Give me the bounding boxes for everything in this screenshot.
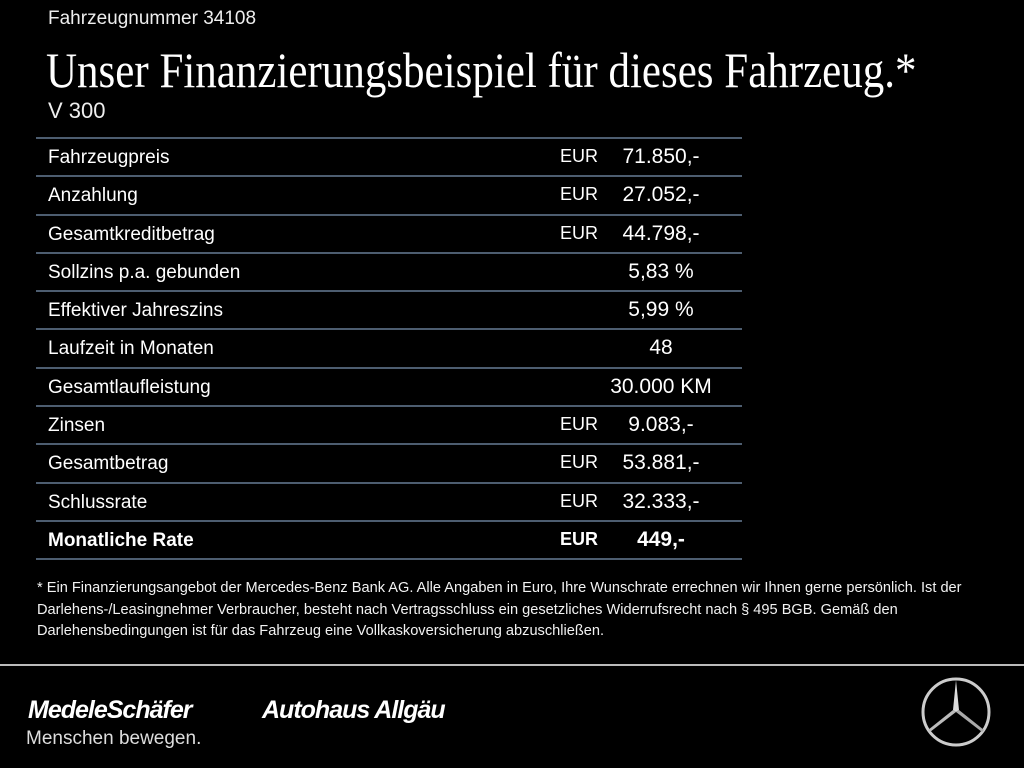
row-currency: EUR <box>560 490 599 511</box>
table-row: Effektiver Jahreszins 5,99 % <box>36 290 742 328</box>
divider <box>0 664 1024 666</box>
row-label: Gesamtkreditbetrag <box>48 223 215 245</box>
table-row: Gesamtkreditbetrag EUR 44.798,- <box>36 213 742 252</box>
row-label: Effektiver Jahreszins <box>48 300 223 322</box>
table-row: Sollzins p.a. gebunden 5,83 % <box>36 251 742 290</box>
table-row: Gesamtbetrag EUR 53.881,- <box>36 443 742 481</box>
table-row: Schlussrate EUR 32.333,- <box>36 481 742 520</box>
row-label: Laufzeit in Monaten <box>48 338 214 360</box>
row-currency: EUR <box>560 146 599 166</box>
vehicle-number: Fahrzeugnummer 34108 <box>48 8 257 29</box>
mercedes-star-icon <box>921 677 991 747</box>
financing-table: Fahrzeugpreis EUR 71.850,- Anzahlung EUR … <box>36 137 742 561</box>
row-value: 30.000 KM <box>610 374 712 398</box>
row-value: 71.850,- <box>622 145 700 168</box>
row-value: 5,99 % <box>628 298 694 322</box>
row-currency: EUR <box>560 452 599 473</box>
row-label: Monatliche Rate <box>48 529 194 551</box>
row-label: Fahrzeugpreis <box>48 147 170 168</box>
brand-logo-medeleschaefer: MedeleSchäfer <box>28 696 192 724</box>
row-label: Zinsen <box>48 415 106 437</box>
row-currency: EUR <box>560 184 599 205</box>
row-value: 27.052,- <box>622 183 700 207</box>
row-value: 48 <box>649 336 673 360</box>
row-value: 32.333,- <box>622 489 700 513</box>
row-label: Gesamtbetrag <box>48 453 169 475</box>
row-value: 449,- <box>637 527 685 551</box>
row-label: Anzahlung <box>48 185 138 207</box>
vehicle-model: V 300 <box>48 98 106 123</box>
table-row: Fahrzeugpreis EUR 71.850,- <box>36 137 742 175</box>
brand-logo-autohaus-allgaeu: Autohaus Allgäu <box>262 696 446 724</box>
footnote: * Ein Finanzierungsangebot der Mercedes-… <box>37 580 962 639</box>
table-row: Laufzeit in Monaten 48 <box>36 328 742 366</box>
row-value: 44.798,- <box>622 221 700 245</box>
row-value: 5,83 % <box>628 259 694 283</box>
row-label: Schlussrate <box>48 491 148 513</box>
slogan: Menschen bewegen. <box>26 728 202 749</box>
table-row: Monatliche Rate EUR 449,- <box>36 519 742 561</box>
table-row: Zinsen EUR 9.083,- <box>36 405 742 443</box>
row-label: Sollzins p.a. gebunden <box>48 261 241 283</box>
table-row: Anzahlung EUR 27.052,- <box>36 175 742 213</box>
page-title: Unser Finanzierungsbeispiel für dieses F… <box>46 42 917 98</box>
row-value: 9.083,- <box>628 413 694 437</box>
table-row: Gesamtlaufleistung 30.000 KM <box>36 366 742 405</box>
row-currency: EUR <box>560 528 599 549</box>
row-value: 53.881,- <box>622 451 700 475</box>
row-currency: EUR <box>560 414 599 435</box>
row-currency: EUR <box>560 222 599 243</box>
row-label: Gesamtlaufleistung <box>48 376 211 398</box>
